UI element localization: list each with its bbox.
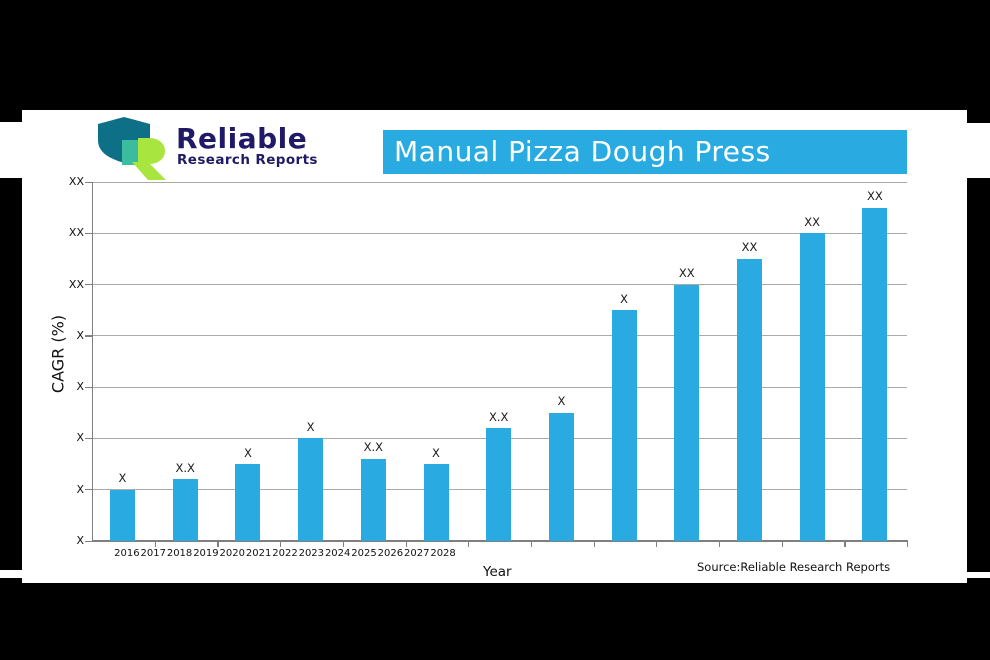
year-label: 2028 (430, 548, 456, 559)
bar-value-label: X (620, 291, 629, 306)
x-tick-mark (405, 541, 407, 547)
x-tick-mark (593, 541, 595, 547)
left-edge-notch (0, 122, 22, 178)
right-edge-notch (967, 123, 990, 178)
x-tick-mark (530, 541, 533, 547)
year-label: 2022 (272, 548, 298, 559)
bar-value-label: X (243, 445, 252, 460)
bar (486, 428, 512, 541)
logo-subtitle: Research Reports (177, 152, 318, 168)
gridline (92, 335, 907, 337)
y-tick-label: X (76, 482, 84, 496)
year-label: 2025 (351, 548, 377, 559)
y-axis-label: CAGR (%) (48, 314, 68, 394)
bar (611, 310, 637, 541)
year-label: 2018 (166, 548, 193, 559)
gridline (92, 181, 907, 183)
logo-title: Reliable (176, 122, 308, 155)
bar-value-label: XX (741, 240, 758, 255)
bar-value-label: X (306, 419, 315, 434)
year-label: 2016 (114, 548, 140, 559)
y-axis-spine (92, 182, 94, 541)
y-tick-mark (85, 335, 92, 337)
y-tick-label: XX (68, 277, 84, 291)
bar (235, 464, 261, 541)
x-tick-mark (719, 541, 721, 547)
year-label: 2021 (245, 548, 272, 559)
y-tick-mark (85, 284, 92, 286)
year-label: 2020 (219, 548, 245, 559)
y-tick-label: X (76, 380, 84, 394)
bar (862, 207, 888, 541)
source-prefix: Source: (697, 560, 741, 574)
right-bottom-notch (967, 572, 990, 578)
year-label: 2024 (324, 548, 351, 559)
x-tick-mark (781, 541, 783, 547)
y-tick-mark (85, 437, 92, 440)
x-tick-mark (217, 541, 219, 547)
x-tick-mark (280, 541, 282, 547)
bar (799, 233, 825, 541)
year-label: 2026 (377, 548, 404, 559)
x-tick-mark (468, 541, 470, 547)
bar (674, 284, 700, 541)
x-tick-mark (154, 541, 156, 547)
bar (110, 489, 135, 541)
gridline (92, 232, 907, 234)
bar (423, 464, 449, 541)
bar-value-label: XX (678, 266, 695, 281)
year-label: 2023 (298, 548, 325, 559)
bar (737, 258, 762, 541)
y-tick-label: X (76, 328, 84, 342)
source-name: Reliable Research Reports (740, 560, 891, 574)
y-tick-mark (85, 386, 92, 388)
bar (548, 412, 574, 541)
y-tick-mark (85, 181, 92, 183)
year-label: 2017 (140, 548, 166, 559)
bar-value-label: X.X (175, 460, 195, 475)
bar-value-label: X.X (363, 440, 383, 455)
y-tick-label: XX (68, 175, 84, 188)
x-tick-mark (844, 541, 846, 547)
bar (360, 458, 386, 541)
source-line: Source:Reliable Research Reports (697, 560, 890, 574)
bar-value-label: X (432, 445, 440, 460)
gridline (92, 284, 907, 286)
bar-value-label: XX (867, 189, 883, 204)
bar (172, 479, 198, 541)
x-tick-mark (656, 541, 658, 547)
y-tick-mark (85, 540, 92, 542)
bar (298, 438, 324, 541)
y-tick-label: XX (68, 226, 84, 240)
x-tick-mark (342, 541, 344, 547)
y-tick-label: X (76, 534, 84, 547)
year-label: 2027 (403, 548, 430, 559)
y-tick-mark (85, 489, 92, 491)
y-tick-mark (85, 232, 92, 234)
bar-value-label: X (557, 394, 566, 409)
bar-value-label: X (118, 471, 127, 486)
reliable-research-reports-logo-icon (98, 117, 166, 180)
gridline (92, 386, 907, 388)
chart-title-banner: Manual Pizza Dough Press (383, 130, 907, 174)
x-tick-mark (907, 541, 909, 547)
chart-title: Manual Pizza Dough Press (394, 135, 771, 168)
bar-value-label: X.X (488, 409, 509, 424)
y-tick-label: X (76, 431, 84, 445)
left-bottom-notch (0, 570, 22, 578)
x-axis-label: Year (483, 564, 512, 580)
bar-value-label: XX (804, 214, 821, 229)
year-label: 2019 (193, 548, 219, 559)
